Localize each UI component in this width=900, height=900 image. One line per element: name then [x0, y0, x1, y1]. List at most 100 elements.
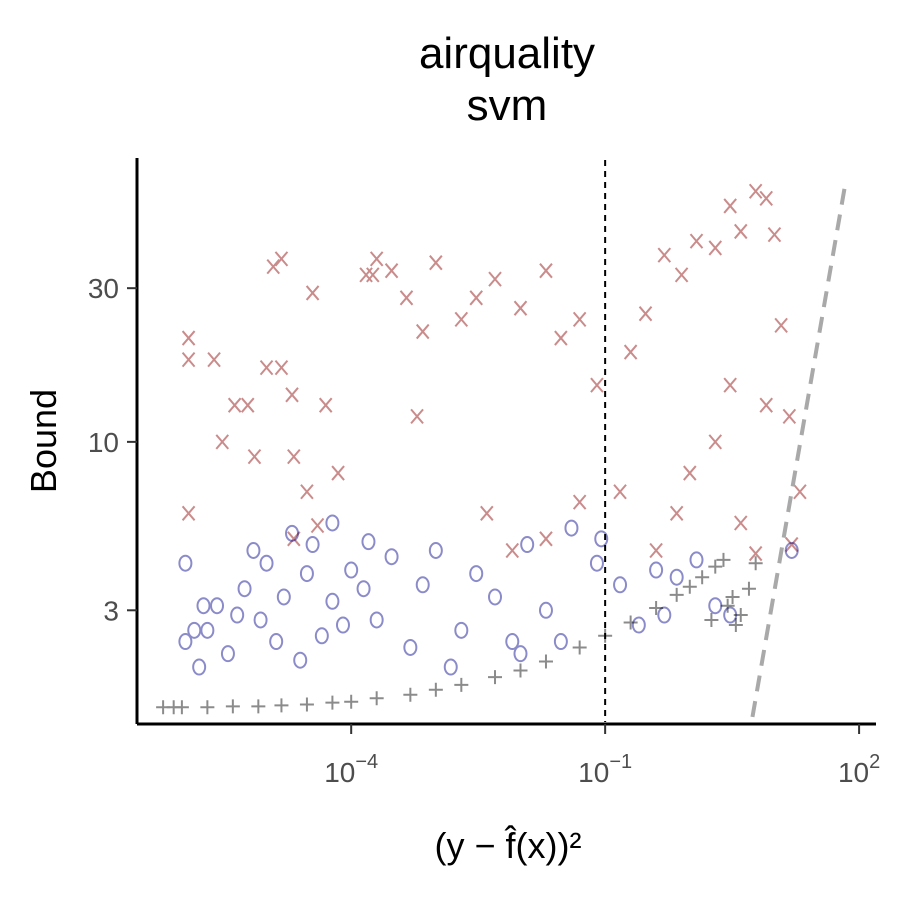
data-point: [227, 397, 242, 413]
data-point: [266, 258, 281, 275]
data-point: [784, 536, 799, 553]
data-point: [207, 351, 221, 368]
data-point: [287, 448, 301, 465]
data-point: [230, 606, 245, 624]
data-point: [649, 561, 664, 579]
data-point: [623, 615, 638, 630]
y-axis-ticks: 3 10 30: [88, 273, 137, 626]
data-point: [782, 408, 797, 425]
data-point: [285, 524, 300, 542]
data-point: [220, 645, 235, 663]
data-point: [369, 611, 384, 629]
data-point: [572, 494, 587, 510]
data-point: [331, 465, 345, 481]
diagonal-reference-line: [750, 179, 848, 718]
data-point: [741, 581, 756, 596]
y-tick-label: 10: [88, 427, 119, 458]
data-point: [759, 190, 773, 207]
series-0: [181, 183, 807, 562]
data-point: [299, 697, 314, 712]
y-tick-label: 30: [88, 273, 119, 304]
data-point: [695, 570, 710, 585]
data-point: [708, 597, 723, 615]
data-point: [325, 695, 340, 710]
data-point: [285, 387, 299, 403]
plot-area: [156, 183, 807, 715]
data-point: [759, 397, 773, 413]
data-point: [539, 263, 553, 279]
data-point: [399, 290, 414, 306]
reference-lines: [604, 160, 848, 722]
data-point: [505, 542, 520, 559]
data-point: [649, 600, 664, 615]
data-point: [428, 682, 443, 697]
data-point: [428, 541, 443, 559]
data-point: [748, 545, 763, 562]
data-point: [594, 530, 609, 548]
data-point: [480, 505, 494, 521]
data-point: [369, 691, 384, 706]
x-axis-ticks: 10−4 10−1 102: [324, 724, 880, 788]
data-point: [274, 251, 289, 267]
data-point: [366, 267, 380, 283]
data-point: [704, 612, 719, 627]
data-point: [488, 670, 503, 685]
data-point: [274, 359, 289, 376]
data-point: [403, 687, 418, 702]
chart-title-line-2: svm: [467, 81, 548, 130]
data-point: [156, 700, 171, 715]
data-point: [733, 515, 748, 531]
data-point: [403, 638, 418, 656]
data-point: [241, 397, 255, 413]
data-point: [335, 616, 350, 634]
data-point: [454, 677, 469, 692]
data-point: [259, 359, 274, 376]
data-point: [174, 700, 189, 715]
data-point: [748, 556, 763, 571]
data-point: [192, 658, 207, 676]
data-point: [572, 640, 587, 655]
data-point: [318, 397, 333, 413]
data-point: [469, 290, 483, 306]
data-point: [505, 633, 520, 651]
data-point: [200, 621, 215, 639]
data-point: [384, 548, 399, 566]
data-point: [247, 448, 262, 465]
data-point: [488, 588, 503, 606]
series-1: [178, 514, 799, 676]
data-point: [716, 552, 731, 567]
data-point: [793, 484, 807, 500]
data-point: [538, 601, 553, 619]
data-point: [708, 434, 723, 450]
data-point: [723, 198, 737, 214]
data-point: [344, 694, 359, 709]
data-point: [196, 597, 211, 615]
data-point: [415, 323, 430, 340]
data-point: [720, 598, 735, 613]
data-point: [553, 633, 568, 651]
data-point: [299, 565, 314, 583]
data-point: [669, 505, 684, 521]
data-point: [538, 654, 553, 669]
data-point: [454, 311, 469, 328]
data-point: [287, 531, 301, 547]
data-point: [314, 627, 329, 645]
data-point: [356, 580, 371, 598]
data-point: [454, 621, 469, 639]
data-point: [384, 263, 399, 279]
data-point: [733, 608, 748, 623]
data-point: [590, 377, 604, 393]
x-tick-label: 10−4: [324, 751, 378, 788]
x-tick-label: 10−1: [578, 751, 632, 788]
data-point: [723, 606, 738, 624]
data-point: [572, 311, 587, 328]
data-point: [488, 271, 502, 287]
data-point: [657, 606, 672, 624]
data-point: [554, 330, 568, 346]
data-point: [649, 542, 663, 559]
data-point: [237, 580, 252, 598]
data-point: [246, 541, 261, 559]
data-point: [361, 533, 376, 551]
data-point: [564, 519, 579, 537]
